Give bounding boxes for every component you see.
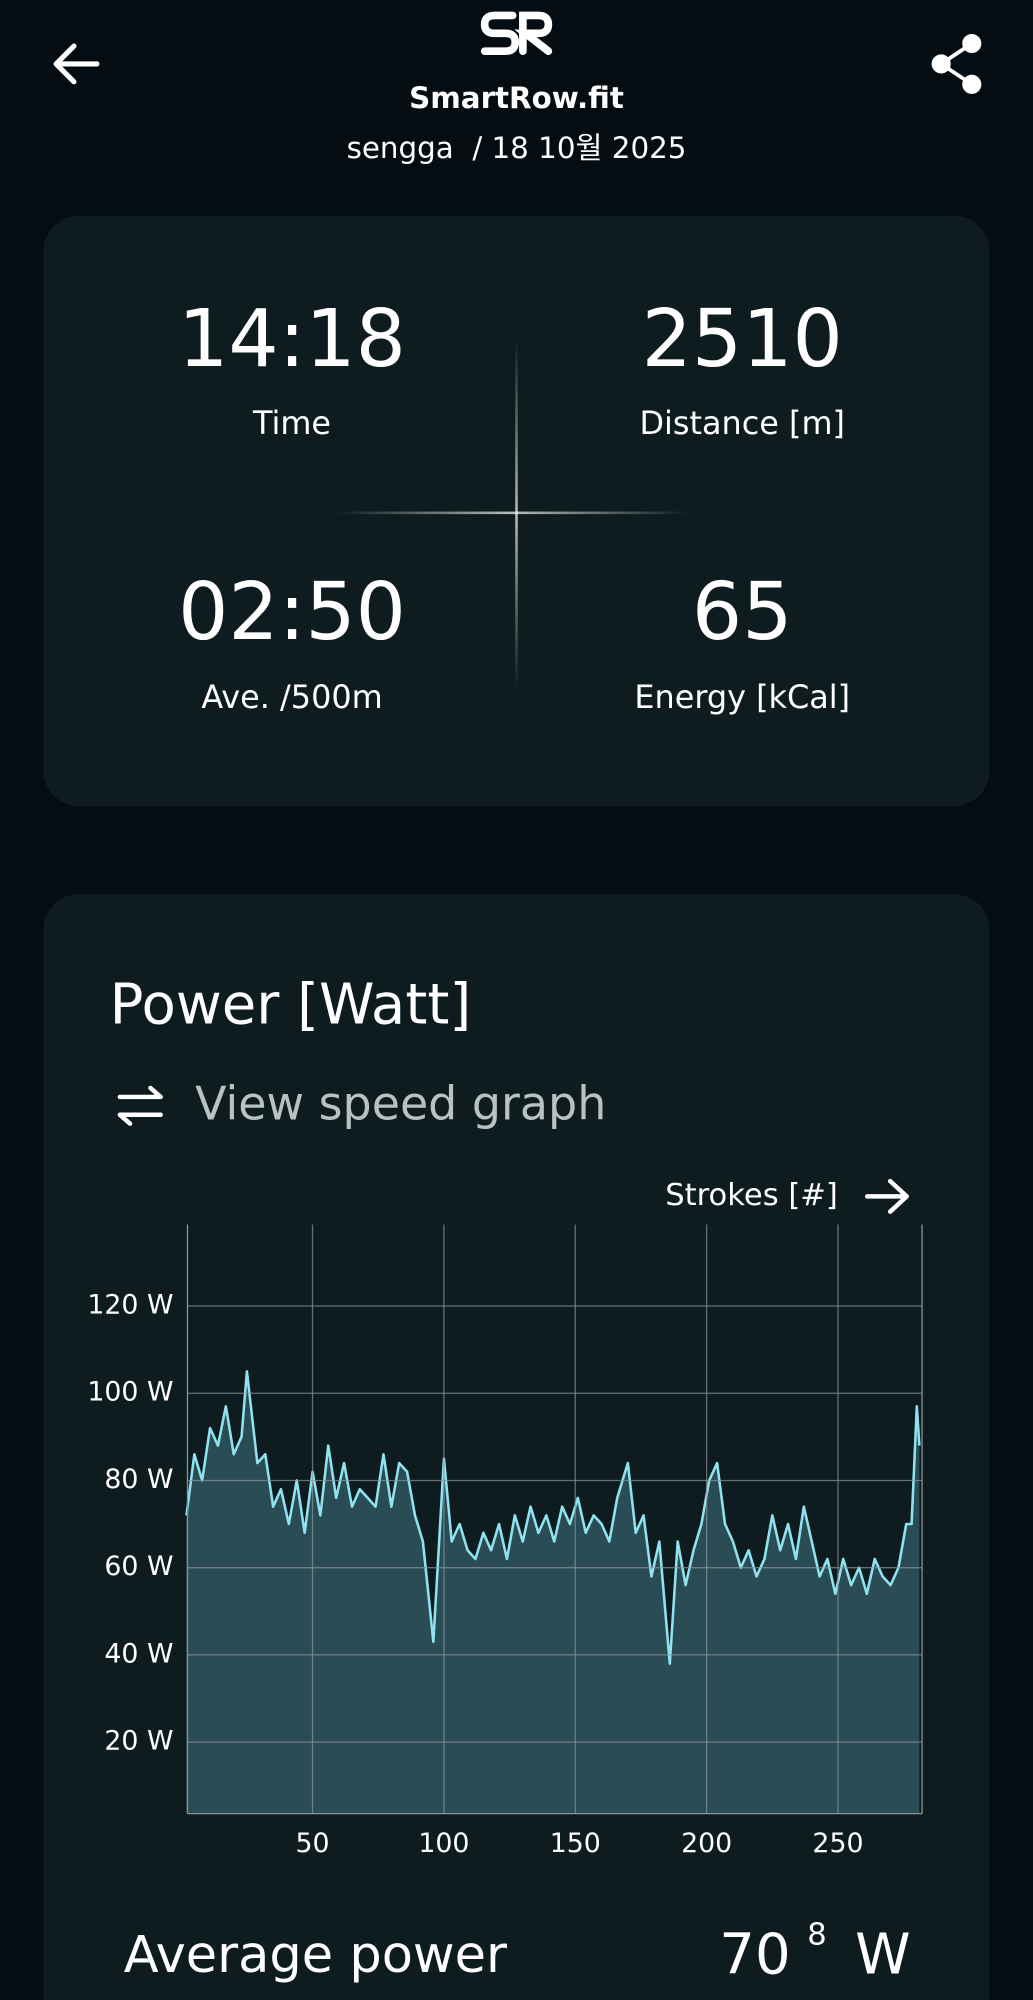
stat-value: 02:50	[178, 566, 406, 658]
stat-label: Energy [kCal]	[634, 678, 850, 716]
summary-decimal: 8	[807, 1918, 826, 1953]
x-tick-label: 100	[418, 1828, 469, 1859]
view-speed-toggle[interactable]: View speed graph	[195, 1077, 606, 1131]
summary-value: 70	[719, 1922, 790, 1987]
x-tick-label: 200	[681, 1828, 732, 1859]
stat-value: 14:18	[178, 293, 406, 385]
divider	[336, 511, 689, 515]
y-tick-label: 120 W	[87, 1290, 173, 1321]
stat-label: Time	[252, 404, 331, 442]
y-tick-label: 100 W	[87, 1377, 173, 1408]
swap-icon[interactable]	[117, 1085, 163, 1126]
back-button[interactable]	[53, 43, 100, 85]
stat-value: 2510	[642, 293, 843, 385]
x-axis-label: Strokes [#]	[665, 1178, 838, 1213]
divider	[515, 338, 518, 689]
next-arrow[interactable]	[864, 1178, 909, 1214]
x-tick-label: 150	[550, 1828, 601, 1859]
y-tick-label: 20 W	[104, 1726, 173, 1757]
chart-title: Power [Watt]	[110, 972, 472, 1037]
logo	[480, 11, 553, 55]
power-line	[185, 1370, 921, 1665]
y-tick-label: 60 W	[104, 1551, 173, 1582]
stat-label: Distance [m]	[640, 404, 845, 442]
x-tick-label: 50	[295, 1828, 329, 1859]
summary-label: Average power	[124, 1926, 507, 1985]
stat-label: Ave. /500m	[201, 678, 382, 716]
summary-unit: W	[855, 1922, 910, 1987]
y-tick-label: 80 W	[104, 1464, 173, 1495]
share-button[interactable]	[931, 33, 982, 94]
session-info: sengga / 18 10월 2025	[347, 131, 687, 165]
stat-value: 65	[692, 566, 793, 658]
y-tick-label: 40 W	[104, 1638, 173, 1669]
x-tick-label: 250	[812, 1828, 863, 1859]
app-name: SmartRow.fit	[409, 81, 624, 115]
power-area	[186, 1371, 920, 1814]
